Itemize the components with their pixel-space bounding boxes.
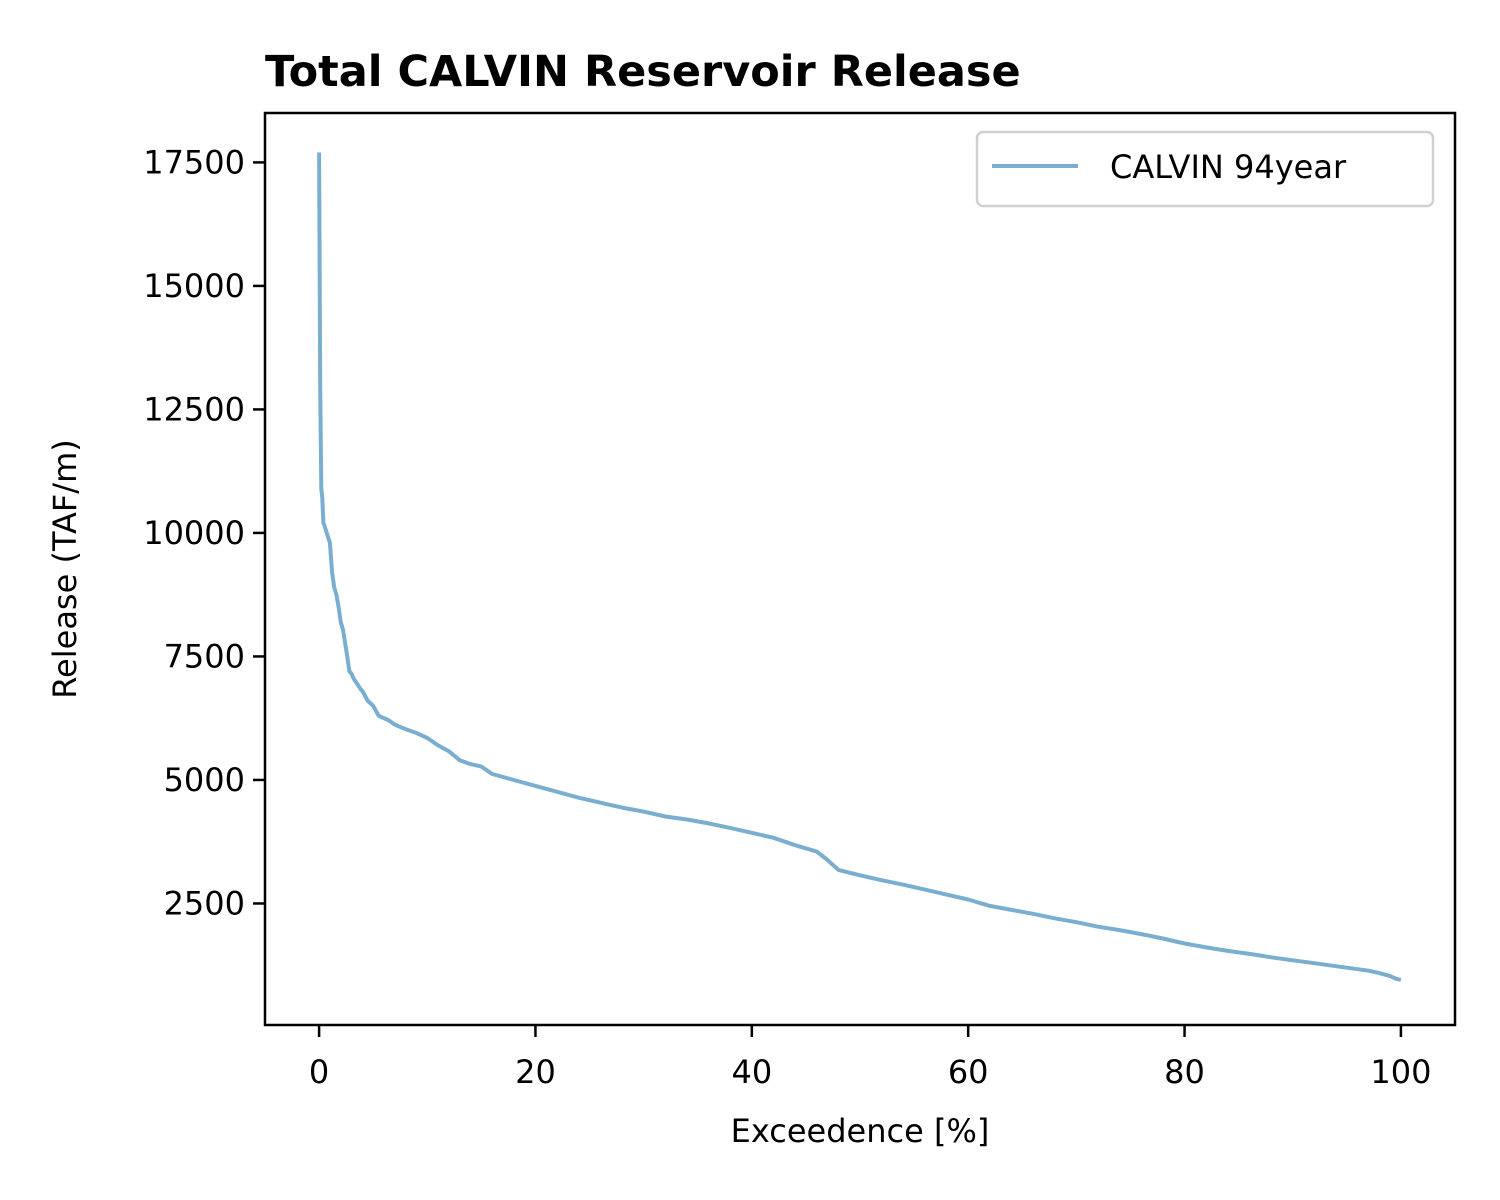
y-tick-label: 5000 (164, 761, 245, 799)
y-tick-label: 2500 (164, 884, 245, 922)
x-tick-label: 80 (1164, 1053, 1205, 1091)
y-axis-label: Release (TAF/m) (46, 439, 84, 698)
legend: CALVIN 94year (975, 130, 1435, 208)
y-tick-label: 7500 (164, 637, 245, 675)
x-tick-label: 40 (731, 1053, 772, 1091)
y-axis: 2500 5000 7500 10000 12500 15000 17500 (143, 143, 265, 922)
axes-frame (263, 111, 1457, 1027)
x-tick-label: 0 (309, 1053, 329, 1091)
x-axis: 0 20 40 60 80 100 (309, 1025, 1431, 1091)
plot-area: 0 20 40 60 80 100 2500 5000 7500 10000 12500 15000… (143, 111, 1457, 1091)
x-axis-label: Exceedence [%] (731, 1112, 990, 1150)
y-tick-label: 15000 (143, 267, 245, 305)
y-tick-label: 17500 (143, 143, 245, 181)
series-line-calvin-94year (317, 152, 1402, 982)
chart-title: Total CALVIN Reservoir Release (265, 47, 1021, 97)
x-tick-label: 100 (1370, 1053, 1431, 1091)
legend-label-calvin-94year: CALVIN 94year (1110, 148, 1347, 186)
y-tick-label: 12500 (143, 390, 245, 428)
y-tick-label: 10000 (143, 514, 245, 552)
x-tick-label: 20 (515, 1053, 556, 1091)
legend-box (975, 130, 1435, 208)
x-tick-label: 60 (948, 1053, 989, 1091)
